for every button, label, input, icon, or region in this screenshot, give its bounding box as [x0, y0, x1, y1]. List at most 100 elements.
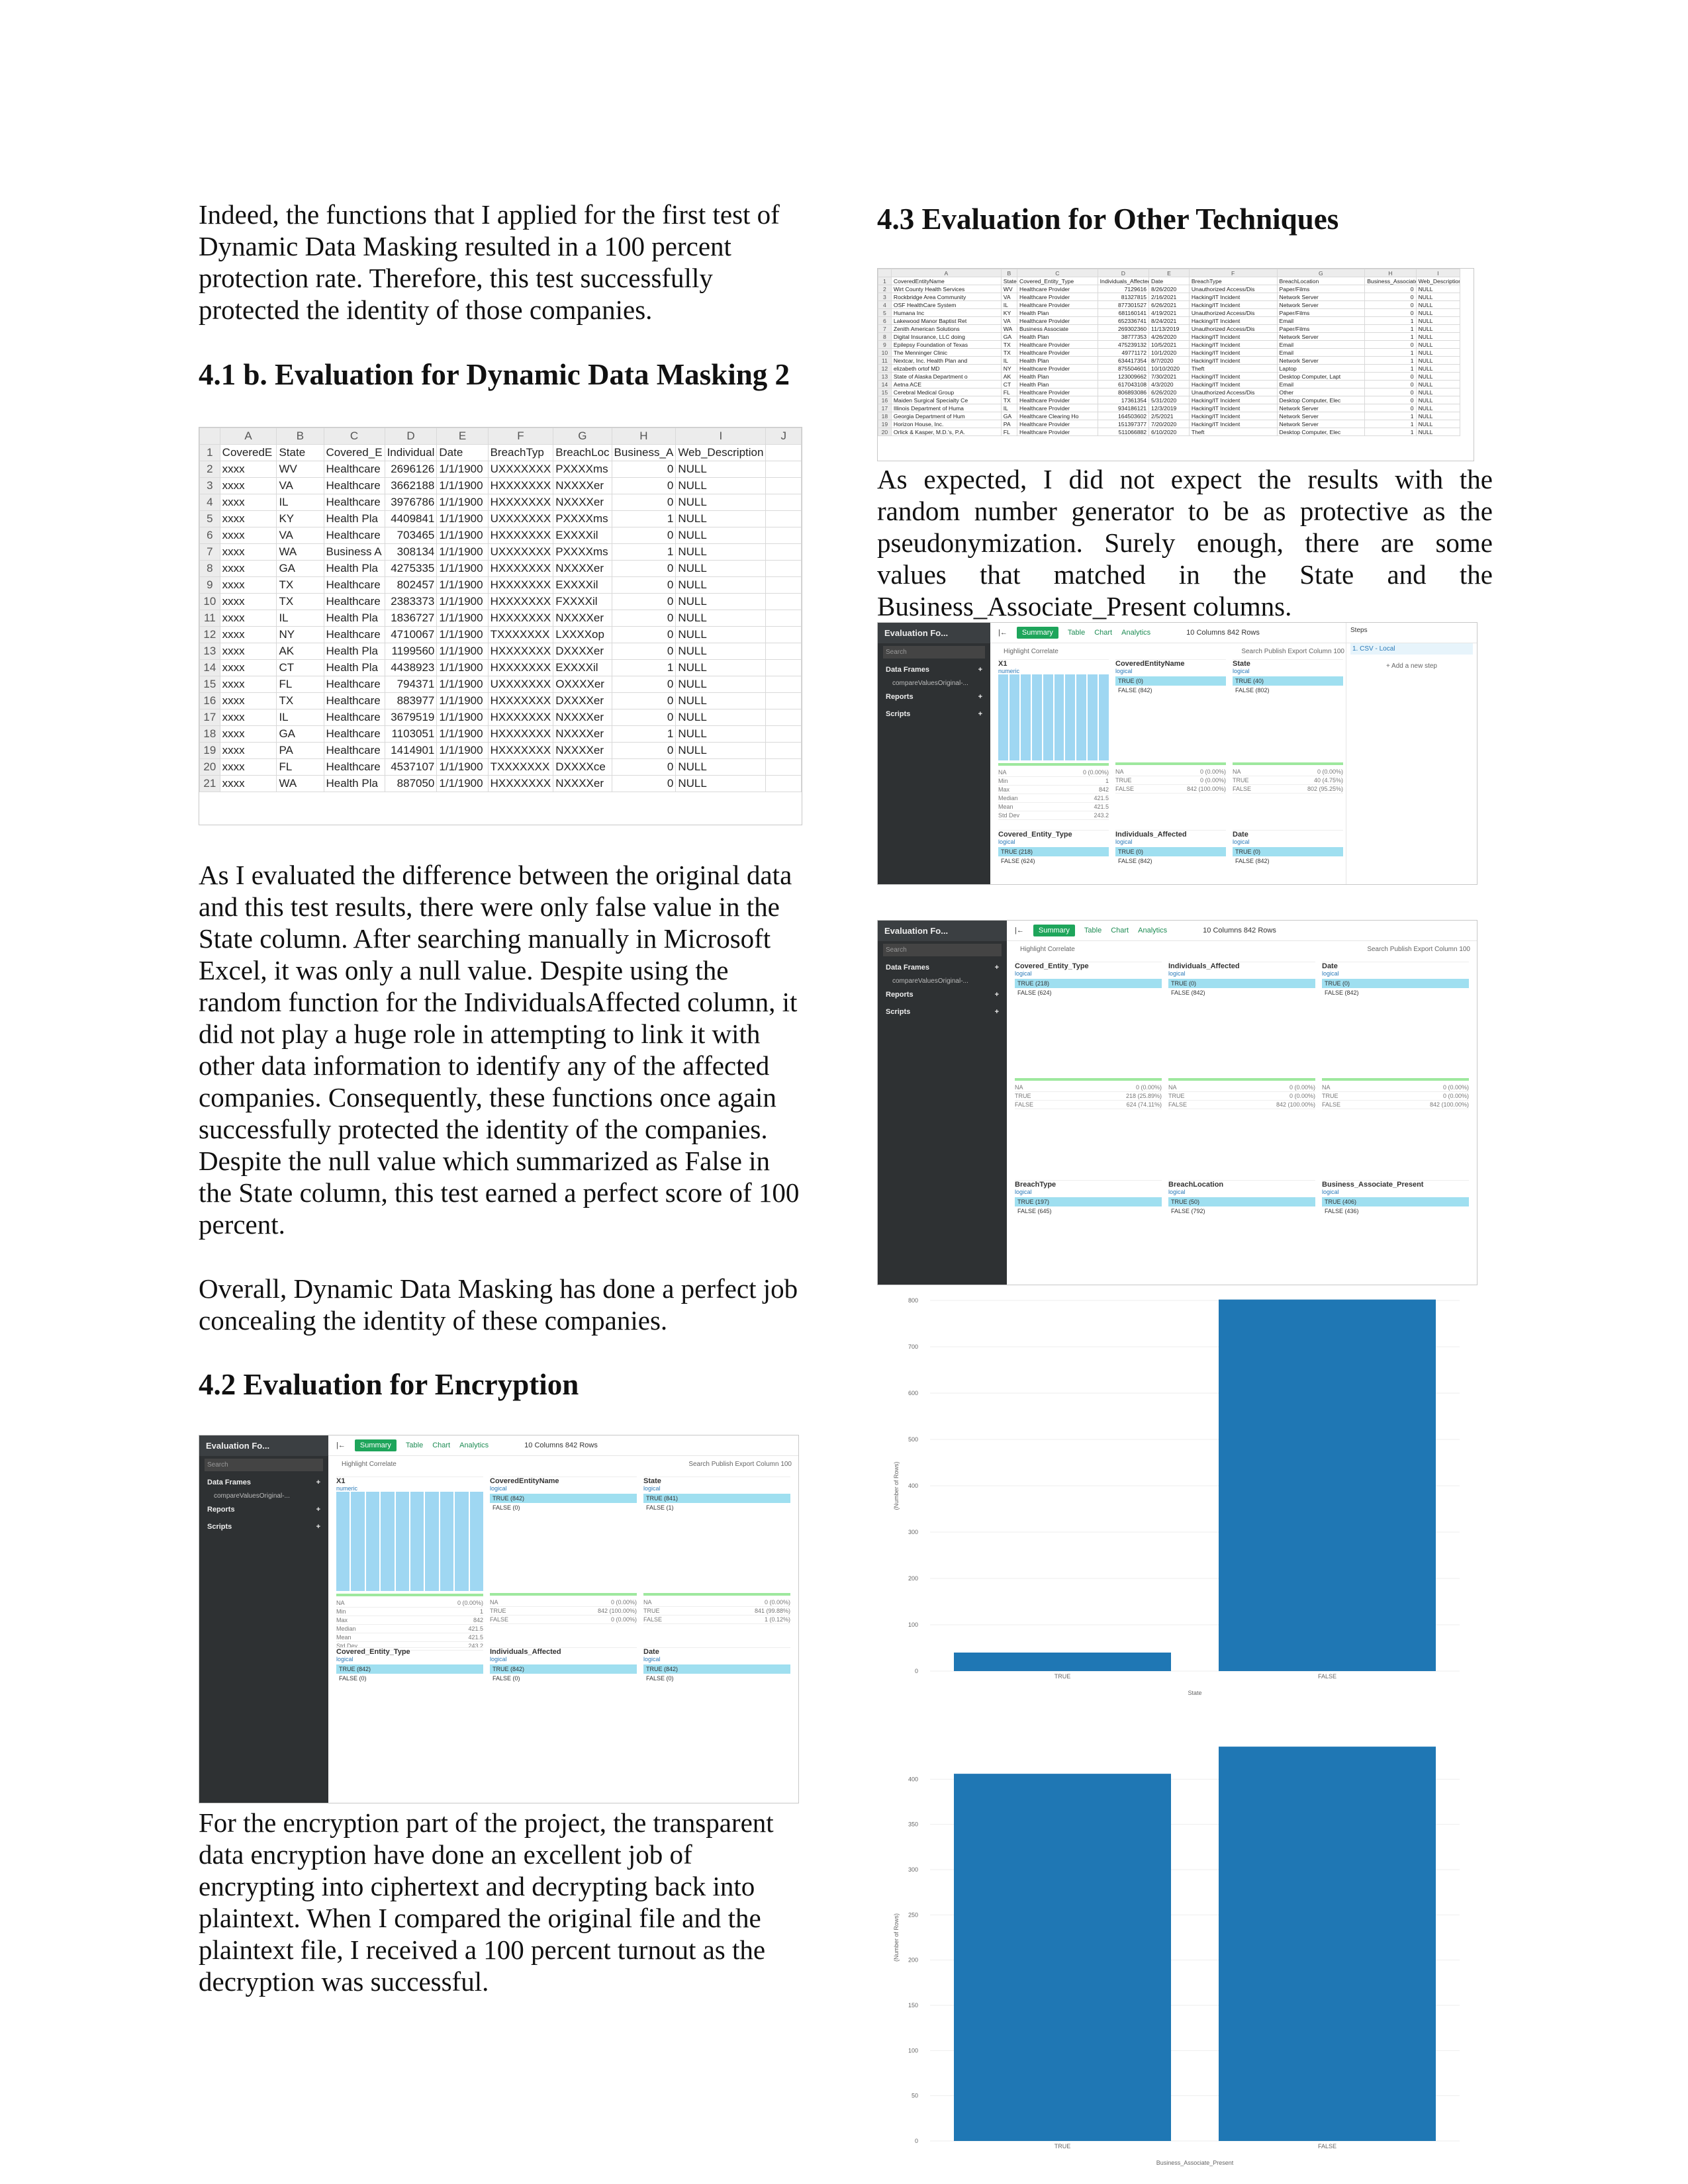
header-cell[interactable]: Covered_E — [323, 444, 385, 461]
cell[interactable]: Network Server — [1276, 293, 1366, 301]
cell[interactable]: 475239132 — [1097, 340, 1150, 349]
false-bar[interactable]: FALSE (624) — [1001, 858, 1035, 864]
cell[interactable]: xxxx — [219, 742, 277, 759]
cell[interactable]: TX — [1000, 340, 1018, 349]
cell[interactable]: Desktop Computer, Lapt — [1276, 372, 1366, 381]
cell[interactable]: Digital Insurance, LLC doing — [890, 332, 1002, 341]
cell[interactable]: 2 — [199, 461, 220, 478]
bar-false[interactable] — [1219, 1747, 1436, 2141]
plus-icon[interactable]: + — [316, 1479, 320, 1486]
cell[interactable] — [765, 510, 802, 527]
true-bar[interactable]: TRUE (0) — [1322, 979, 1469, 988]
cell[interactable]: Health Pla — [323, 775, 385, 792]
cell[interactable]: 1/1/1900 — [436, 676, 489, 693]
cell[interactable]: Health Plan — [1017, 332, 1098, 341]
cell[interactable]: TX — [1000, 348, 1018, 357]
cell[interactable]: 0 — [1364, 380, 1417, 388]
true-bar[interactable]: TRUE (842) — [490, 1494, 637, 1503]
column-letter[interactable]: G — [1276, 269, 1366, 277]
cell[interactable]: Network Server — [1276, 356, 1366, 365]
cell[interactable]: 19 — [199, 742, 220, 759]
cell[interactable]: EXXXXil — [553, 576, 612, 594]
cell[interactable]: 8/24/2021 — [1149, 316, 1190, 325]
cell[interactable]: FL — [1000, 428, 1018, 436]
cell[interactable]: 269302360 — [1097, 324, 1150, 333]
sidebar-search-input[interactable]: Search — [883, 944, 1002, 956]
cell[interactable]: NXXXXer — [553, 610, 612, 627]
column-label[interactable]: Column — [756, 1460, 779, 1468]
cell[interactable]: NULL — [675, 560, 767, 577]
cell[interactable]: 6/26/2021 — [1149, 300, 1190, 309]
project-title[interactable]: Evaluation Fo... — [878, 623, 990, 643]
cell[interactable]: HXXXXXXX — [487, 692, 554, 709]
cell[interactable]: Healthcare Provider — [1017, 404, 1098, 412]
cell[interactable]: Maiden Surgical Specialty Ce — [890, 396, 1002, 404]
column-summary-card[interactable]: State logical TRUE (841) FALSE (1) NA 0 (0.00… — [643, 1477, 790, 1624]
true-bar[interactable]: TRUE (842) — [643, 1664, 790, 1674]
cell[interactable]: NULL — [675, 626, 767, 643]
data-frames-section[interactable]: Data Frames + — [878, 661, 990, 678]
cell[interactable]: 806893086 — [1097, 388, 1150, 396]
cell[interactable]: NULL — [675, 593, 767, 610]
cell[interactable]: Healthcare — [323, 742, 385, 759]
cell[interactable]: 2/5/2021 — [1149, 412, 1190, 420]
plus-icon[interactable]: + — [994, 1008, 999, 1016]
cell[interactable]: FXXXXil — [553, 593, 612, 610]
publish-button[interactable]: Publish — [711, 1460, 733, 1468]
cell[interactable]: The Menninger Clinic — [890, 348, 1002, 357]
cell[interactable]: Network Server — [1276, 412, 1366, 420]
cell[interactable]: NULL — [675, 676, 767, 693]
cell[interactable]: VA — [1000, 293, 1018, 301]
cell[interactable]: Healthcare Provider — [1017, 364, 1098, 373]
cell[interactable]: 1 — [1364, 356, 1417, 365]
true-bar[interactable]: TRUE (841) — [643, 1494, 790, 1503]
cell[interactable]: 8/26/2020 — [1149, 285, 1190, 293]
cell[interactable]: xxxx — [219, 461, 277, 478]
cell[interactable]: HXXXXXXX — [487, 610, 554, 627]
tab-table[interactable]: Table — [1067, 629, 1086, 637]
cell[interactable] — [765, 626, 802, 643]
search-button[interactable]: Search — [1367, 945, 1388, 953]
column-summary-card[interactable]: State logical TRUE (40) FALSE (802) NA 0 (0.0… — [1233, 659, 1343, 794]
column-letter[interactable]: D — [384, 428, 438, 445]
cell[interactable]: HXXXXXXX — [487, 742, 554, 759]
column-letter[interactable] — [878, 269, 892, 277]
column-summary-card[interactable]: Date logical TRUE (0) FALSE (842) — [1233, 830, 1343, 866]
cell[interactable]: 1 — [1364, 324, 1417, 333]
cell[interactable]: Email — [1276, 340, 1366, 349]
cell[interactable]: Health Plan — [1017, 372, 1098, 381]
cell[interactable]: 681160141 — [1097, 308, 1150, 317]
column-count-select[interactable]: 100 — [780, 1460, 792, 1468]
cell[interactable]: 1/1/1900 — [436, 692, 489, 709]
cell[interactable]: 10/5/2021 — [1149, 340, 1190, 349]
cell[interactable]: 0 — [611, 560, 677, 577]
cell[interactable]: Healthcare — [323, 758, 385, 776]
cell[interactable]: 6/26/2020 — [1149, 388, 1190, 396]
cell[interactable]: NULL — [1415, 324, 1461, 333]
cell[interactable]: GA — [1000, 412, 1018, 420]
cell[interactable]: 10 — [199, 593, 220, 610]
cell[interactable]: xxxx — [219, 643, 277, 660]
cell[interactable]: 0 — [611, 626, 677, 643]
cell[interactable]: NULL — [675, 725, 767, 743]
correlate-button[interactable]: Correlate — [1047, 945, 1075, 953]
cell[interactable]: Desktop Computer, Elec — [1276, 428, 1366, 436]
cell[interactable]: Healthcare — [323, 626, 385, 643]
cell[interactable]: Email — [1276, 348, 1366, 357]
cell[interactable]: HXXXXXXX — [487, 659, 554, 676]
step-item[interactable]: 1. CSV - Local — [1350, 643, 1473, 655]
correlate-button[interactable]: Correlate — [1031, 647, 1058, 655]
reports-section[interactable]: Reports + — [199, 1501, 328, 1518]
cell[interactable]: Theft — [1188, 364, 1278, 373]
column-letter[interactable]: B — [1000, 269, 1018, 277]
header-cell[interactable]: State — [276, 444, 324, 461]
cell[interactable]: xxxx — [219, 659, 277, 676]
cell[interactable]: NULL — [675, 758, 767, 776]
cell[interactable]: DXXXXce — [553, 758, 612, 776]
cell[interactable]: Healthcare Provider — [1017, 348, 1098, 357]
cell[interactable]: State of Alaska Department o — [890, 372, 1002, 381]
cell[interactable]: 7/20/2020 — [1149, 420, 1190, 428]
export-button[interactable]: Export — [1413, 945, 1433, 953]
header-cell[interactable]: Web_Description — [675, 444, 767, 461]
column-summary-card[interactable]: Individuals_Affected logical TRUE (0) FALSE… — [1115, 830, 1226, 866]
